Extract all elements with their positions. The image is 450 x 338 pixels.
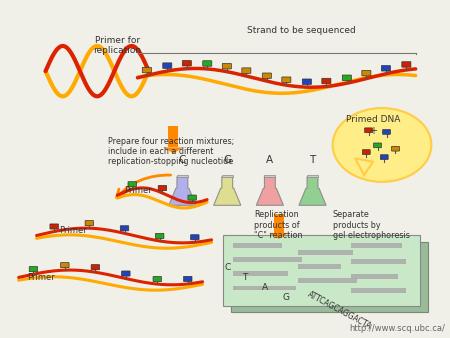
FancyBboxPatch shape [402, 62, 411, 67]
Text: +: + [369, 126, 377, 136]
FancyBboxPatch shape [61, 263, 69, 268]
Bar [351, 274, 398, 279]
Text: Primer: Primer [124, 186, 152, 195]
FancyBboxPatch shape [223, 236, 420, 306]
FancyBboxPatch shape [374, 143, 382, 148]
FancyBboxPatch shape [50, 224, 58, 229]
FancyBboxPatch shape [158, 186, 166, 191]
Text: T: T [309, 155, 315, 165]
Bar [298, 264, 341, 269]
FancyBboxPatch shape [231, 242, 428, 312]
Text: G: G [223, 155, 231, 165]
FancyBboxPatch shape [362, 70, 371, 76]
FancyBboxPatch shape [153, 276, 162, 282]
Bar [274, 214, 284, 233]
Polygon shape [256, 177, 284, 205]
FancyBboxPatch shape [182, 61, 191, 66]
Text: ATTCAGCAGGACTA: ATTCAGCAGGACTA [306, 290, 373, 332]
Text: http://www.scq.ubc.ca/: http://www.scq.ubc.ca/ [349, 324, 445, 333]
Bar [233, 243, 282, 248]
FancyBboxPatch shape [222, 64, 231, 69]
FancyBboxPatch shape [380, 155, 388, 160]
Bar [298, 250, 353, 255]
Text: Primer: Primer [27, 273, 55, 282]
FancyBboxPatch shape [142, 67, 151, 73]
Bar [265, 175, 275, 177]
Text: Prepare four reaction mixtures;
include in each a different
replication-stopping: Prepare four reaction mixtures; include … [108, 137, 234, 166]
FancyBboxPatch shape [302, 79, 311, 84]
FancyBboxPatch shape [262, 73, 271, 78]
Bar [351, 243, 402, 248]
Text: A: A [262, 283, 269, 292]
Bar [233, 271, 288, 276]
Bar [222, 175, 233, 177]
FancyBboxPatch shape [188, 195, 196, 200]
FancyBboxPatch shape [29, 267, 38, 272]
Polygon shape [269, 233, 289, 239]
FancyBboxPatch shape [128, 182, 136, 187]
FancyBboxPatch shape [120, 226, 129, 231]
FancyBboxPatch shape [191, 235, 199, 240]
FancyBboxPatch shape [91, 265, 99, 270]
Text: C: C [179, 155, 186, 165]
Bar [233, 257, 302, 262]
Text: G: G [282, 293, 289, 302]
FancyBboxPatch shape [362, 150, 370, 154]
Text: Strand to be sequenced: Strand to be sequenced [247, 26, 356, 35]
Polygon shape [355, 158, 373, 175]
Bar [233, 286, 296, 290]
Text: Primed DNA: Primed DNA [346, 115, 400, 124]
Text: Primer for
replication: Primer for replication [93, 36, 141, 55]
Bar [177, 175, 188, 177]
Bar [351, 288, 406, 293]
FancyBboxPatch shape [364, 128, 373, 132]
Bar [168, 126, 178, 147]
Bar [351, 259, 406, 264]
FancyBboxPatch shape [242, 68, 251, 73]
Polygon shape [214, 177, 241, 205]
Bar [307, 175, 318, 177]
FancyBboxPatch shape [122, 271, 130, 276]
Polygon shape [169, 177, 196, 205]
Polygon shape [299, 177, 326, 205]
Text: A: A [266, 155, 274, 165]
FancyBboxPatch shape [382, 129, 391, 134]
FancyBboxPatch shape [282, 77, 291, 82]
FancyBboxPatch shape [85, 221, 94, 226]
Text: Primer: Primer [59, 226, 87, 235]
Polygon shape [163, 147, 183, 153]
FancyBboxPatch shape [381, 66, 391, 71]
Text: C: C [224, 263, 230, 272]
Text: T: T [243, 273, 248, 282]
FancyBboxPatch shape [392, 146, 400, 151]
FancyBboxPatch shape [163, 63, 172, 68]
Bar [298, 279, 357, 283]
FancyBboxPatch shape [203, 61, 212, 66]
Text: Separate
products by
gel electrophoresis: Separate products by gel electrophoresis [333, 210, 410, 240]
FancyBboxPatch shape [342, 75, 351, 80]
Text: Replication
products of
"C" reaction: Replication products of "C" reaction [254, 210, 303, 240]
FancyBboxPatch shape [184, 276, 192, 282]
FancyBboxPatch shape [322, 78, 331, 84]
Ellipse shape [333, 108, 432, 182]
FancyBboxPatch shape [155, 234, 164, 239]
